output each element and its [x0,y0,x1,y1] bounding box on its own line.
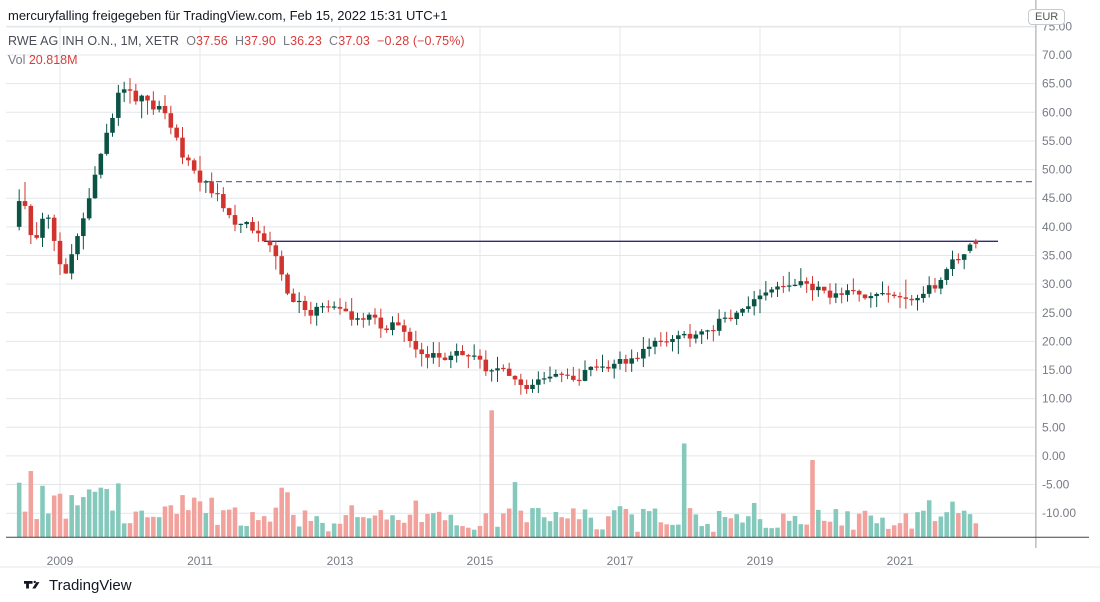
svg-text:2021: 2021 [887,554,914,568]
svg-text:2013: 2013 [327,554,354,568]
svg-text:65.00: 65.00 [1042,77,1072,91]
svg-text:2009: 2009 [47,554,74,568]
svg-text:2017: 2017 [607,554,634,568]
svg-text:5.00: 5.00 [1042,420,1066,434]
svg-text:10.00: 10.00 [1042,392,1072,406]
svg-text:35.00: 35.00 [1042,249,1072,263]
svg-text:40.00: 40.00 [1042,220,1072,234]
svg-text:2019: 2019 [747,554,774,568]
svg-text:-10.00: -10.00 [1042,506,1076,520]
svg-text:55.00: 55.00 [1042,134,1072,148]
svg-text:-5.00: -5.00 [1042,478,1070,492]
svg-text:25.00: 25.00 [1042,306,1072,320]
svg-text:15.00: 15.00 [1042,363,1072,377]
svg-text:70.00: 70.00 [1042,48,1072,62]
svg-text:20.00: 20.00 [1042,334,1072,348]
svg-text:2011: 2011 [187,554,213,568]
svg-text:45.00: 45.00 [1042,191,1072,205]
svg-text:0.00: 0.00 [1042,449,1066,463]
svg-text:2015: 2015 [467,554,494,568]
svg-text:50.00: 50.00 [1042,163,1072,177]
svg-text:30.00: 30.00 [1042,277,1072,291]
svg-text:60.00: 60.00 [1042,105,1072,119]
